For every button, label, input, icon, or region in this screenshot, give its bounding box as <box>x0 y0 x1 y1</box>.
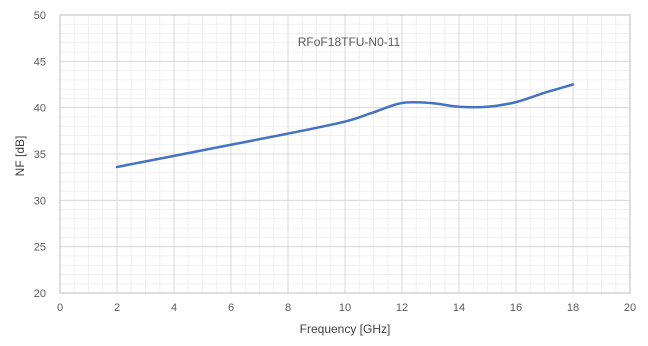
x-tick-label: 8 <box>285 302 291 314</box>
x-tick-label: 4 <box>171 302 177 314</box>
y-tick-label: 45 <box>34 56 46 68</box>
x-tick-label: 2 <box>114 302 120 314</box>
y-tick-label: 40 <box>34 103 46 115</box>
y-tick-label: 25 <box>34 242 46 254</box>
y-tick-label: 50 <box>34 10 46 22</box>
x-axis-label: Frequency [GHz] <box>300 322 391 336</box>
x-tick-label: 10 <box>339 302 351 314</box>
y-tick-label: 35 <box>34 149 46 161</box>
y-tick-label: 30 <box>34 195 46 207</box>
x-tick-label: 0 <box>57 302 63 314</box>
x-tick-label: 20 <box>624 302 636 314</box>
x-tick-label: 16 <box>510 302 522 314</box>
y-tick-label: 20 <box>34 288 46 300</box>
series-layer <box>115 83 575 169</box>
series-line <box>115 83 575 169</box>
x-axis-ticks: 0 2 4 6 8 10 12 14 16 18 20 <box>57 302 636 314</box>
chart-title: RFoF18TFU-N0-11 <box>298 35 401 49</box>
x-tick-label: 12 <box>396 302 408 314</box>
y-axis-ticks: 20 25 30 35 40 45 50 <box>34 10 46 300</box>
x-tick-label: 6 <box>228 302 234 314</box>
plot-area-border <box>59 14 631 294</box>
x-tick-label: 14 <box>453 302 465 314</box>
y-axis-label: NF [dB] <box>13 136 27 177</box>
x-tick-label: 18 <box>567 302 579 314</box>
